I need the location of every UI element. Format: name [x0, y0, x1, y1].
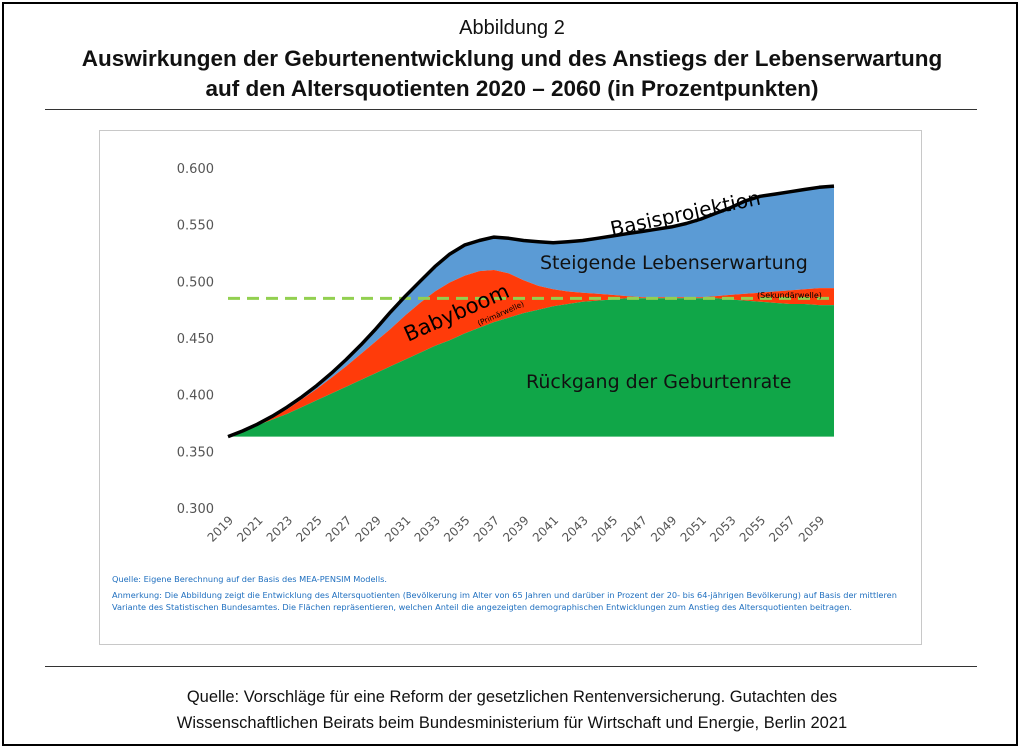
area-geburtenrate	[228, 298, 834, 437]
x-tick-label: 2029	[352, 513, 383, 544]
x-tick-label: 2041	[530, 513, 561, 544]
y-tick-label: 0.350	[177, 445, 214, 460]
basisprojektion-line	[227, 184, 835, 439]
x-tick-label: 2055	[737, 513, 768, 544]
y-tick-label: 0.400	[177, 389, 214, 404]
x-tick-label: 2023	[264, 513, 295, 544]
figure-title-line-1: Auswirkungen der Geburtenentwicklung und…	[81, 46, 943, 71]
area-lebenserwartung	[228, 186, 834, 437]
label-geburtenrate: Rückgang der Geburtenrate	[526, 371, 791, 393]
y-tick-label: 0.550	[177, 219, 214, 234]
x-tick-label: 2047	[618, 513, 649, 544]
x-tick-label: 2045	[589, 513, 620, 544]
label-sekundaerwelle: (Sekundärwelle)	[757, 291, 822, 300]
figure-title-line-2: auf den Altersquotienten 2020 – 2060 (in…	[205, 76, 819, 101]
x-tick-label: 2035	[441, 513, 472, 544]
source-line-2: Wissenschaftlichen Beirats beim Bundesmi…	[176, 714, 848, 732]
x-tick-label: 2031	[382, 513, 413, 544]
note-quelle: Quelle: Eigene Berechnung auf der Basis …	[112, 574, 387, 584]
x-tick-label: 2037	[471, 513, 502, 544]
chart-notes: Quelle: Eigene Berechnung auf der Basis …	[112, 573, 912, 617]
source-citation: Quelle: Vorschläge für eine Reform der g…	[0, 684, 1024, 736]
source-divider	[45, 666, 977, 667]
y-tick-label: 0.600	[177, 162, 214, 177]
x-tick-label: 2049	[648, 513, 679, 544]
figure-label: Abbildung 2	[459, 17, 565, 39]
y-tick-label: 0.300	[177, 502, 214, 517]
x-tick-label: 2027	[323, 513, 354, 544]
x-tick-label: 2021	[234, 513, 265, 544]
title-divider	[45, 109, 977, 110]
y-tick-label: 0.500	[177, 275, 214, 290]
y-tick-label: 0.450	[177, 332, 214, 347]
x-tick-label: 2051	[678, 513, 709, 544]
x-axis: 2019202120232025202720292031203320352037…	[205, 513, 828, 544]
area-babyboom	[228, 270, 834, 437]
x-tick-label: 2043	[559, 513, 590, 544]
x-tick-label: 2019	[205, 513, 236, 544]
note-anmerkung: Anmerkung: Die Abbildung zeigt die Entwi…	[112, 590, 897, 612]
x-tick-label: 2025	[293, 513, 324, 544]
source-line-1: Quelle: Vorschläge für eine Reform der g…	[186, 688, 838, 706]
chart-areas	[228, 186, 834, 437]
chart-lines	[227, 184, 835, 439]
x-tick-label: 2057	[766, 513, 797, 544]
x-tick-label: 2059	[796, 513, 827, 544]
x-tick-label: 2033	[412, 513, 443, 544]
y-axis: 0.300 0.350 0.400 0.450 0.500 0.550 0.600	[177, 162, 214, 517]
label-lebenserwartung: Steigende Lebenserwartung	[540, 252, 808, 274]
figure-title: Auswirkungen der Geburtenentwicklung und…	[0, 44, 1024, 104]
x-tick-label: 2039	[500, 513, 531, 544]
x-tick-label: 2053	[707, 513, 738, 544]
